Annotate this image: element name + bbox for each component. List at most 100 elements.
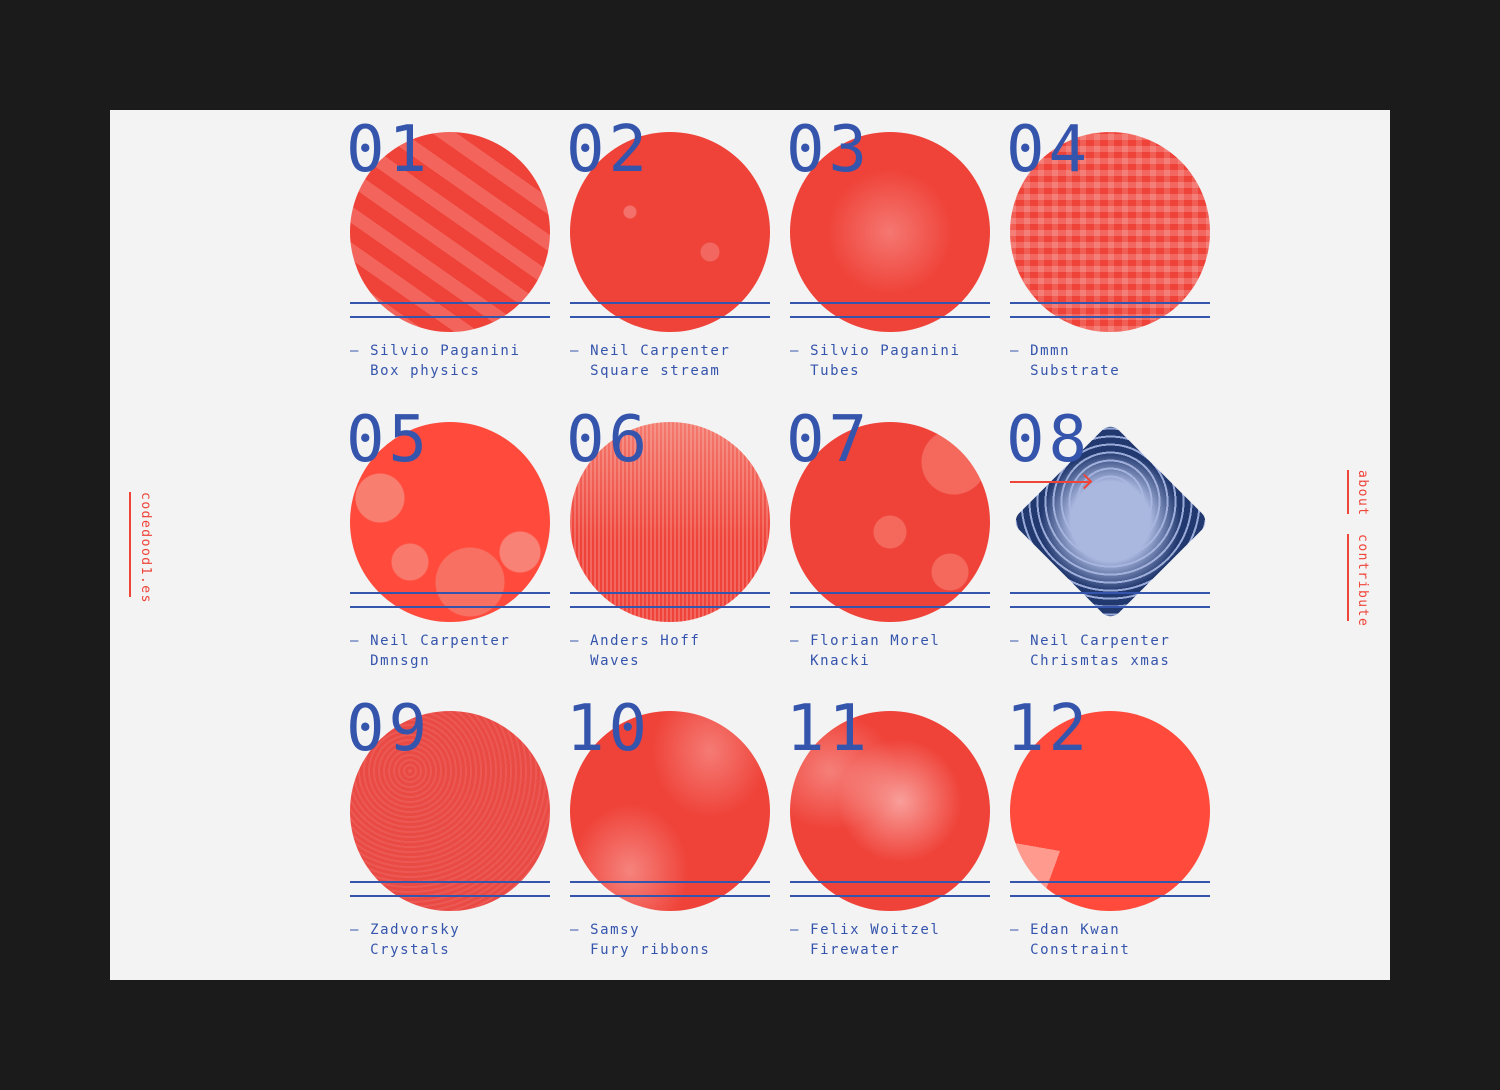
experiment-thumbnail [350,132,550,332]
experiment-card[interactable]: 10– Samsy Fury ribbons [566,697,770,967]
contribute-link[interactable]: contribute [1355,534,1370,628]
divider-line [350,881,550,883]
divider-line [350,316,550,318]
experiment-number: 07 [786,402,872,477]
divider-line [350,605,550,608]
experiment-number: 10 [566,692,652,766]
experiment-thumbnail [790,421,990,622]
experiment-meta: – Zadvorsky Crystals [350,922,461,958]
divider-line [790,605,990,608]
experiment-number: 01 [346,113,432,187]
divider-line [570,591,770,594]
experiment-author: Zadvorsky [370,922,461,938]
divider-line [1010,591,1210,594]
experiment-meta: – Silvio Paganini Tubes [790,343,961,379]
page: codedood1.es about contribute 01– Silvio… [110,110,1390,980]
experiment-meta: – Neil Carpenter Dmnsgn [350,632,511,669]
experiment-title: Firewater [810,942,901,958]
divider-line [350,591,550,594]
experiment-number: 11 [786,692,872,766]
contribute-divider [1347,534,1349,621]
experiment-meta: – Florian Morel Knacki [790,632,941,669]
experiment-meta: – Felix Woitzel Firewater [790,922,941,958]
divider-line [570,895,770,897]
experiment-author: Anders Hoff [590,632,701,649]
experiment-thumbnail [1010,711,1210,911]
experiment-author: Neil Carpenter [1030,632,1171,649]
experiment-title: Square stream [590,363,721,379]
divider-line [570,302,770,304]
experiment-card[interactable]: 06– Anders Hoff Waves [566,408,770,678]
experiment-title: Crystals [370,942,451,958]
experiment-card[interactable]: 12– Edan Kwan Constraint [1006,697,1210,967]
experiment-card[interactable]: 04– Dmmn Substrate [1006,118,1210,388]
about-link[interactable]: about [1355,470,1370,517]
experiment-card[interactable]: 11– Felix Woitzel Firewater [786,697,990,967]
experiment-title: Box physics [370,363,481,379]
experiment-meta: – Neil Carpenter Chrismtas xmas [1010,632,1171,669]
experiment-thumbnail [790,132,990,332]
experiment-author: Silvio Paganini [810,343,961,359]
experiment-card[interactable]: 03– Silvio Paganini Tubes [786,118,990,388]
experiment-author: Florian Morel [810,632,941,649]
experiment-number: 03 [786,113,872,187]
experiment-card[interactable]: 05– Neil Carpenter Dmnsgn [346,408,550,678]
experiment-author: Edan Kwan [1030,922,1121,938]
divider-line [350,895,550,897]
experiment-author: Samsy [590,922,641,938]
experiment-thumbnail [350,711,550,911]
experiment-number: 04 [1006,113,1092,187]
experiment-title: Fury ribbons [590,942,711,958]
experiment-card[interactable]: 01– Silvio Paganini Box physics [346,118,550,388]
experiment-card[interactable]: 09– Zadvorsky Crystals [346,697,550,967]
site-logo-link[interactable]: codedood1.es [138,492,153,604]
experiment-meta: – Dmmn Substrate [1010,343,1121,379]
experiment-author: Silvio Paganini [370,343,521,359]
experiment-number: 12 [1006,692,1092,766]
experiment-title: Tubes [810,363,861,379]
experiment-card[interactable]: 02– Neil Carpenter Square stream [566,118,770,388]
experiment-author: Dmmn [1030,343,1071,359]
divider-line [790,591,990,594]
experiment-number: 08 [1006,402,1092,477]
experiment-meta: – Neil Carpenter Square stream [570,343,731,379]
divider-line [1010,881,1210,883]
experiment-thumbnail [790,711,990,911]
experiment-author: Neil Carpenter [370,632,511,649]
experiment-title: Substrate [1030,363,1121,379]
experiment-title: Waves [590,652,641,669]
experiment-meta: – Anders Hoff Waves [570,632,701,669]
divider-line [570,316,770,318]
divider-line [790,302,990,304]
experiment-meta: – Samsy Fury ribbons [570,922,711,958]
about-divider [1347,470,1349,514]
divider-line [1010,895,1210,897]
divider-line [350,302,550,304]
experiment-card[interactable]: 07– Florian Morel Knacki [786,408,990,678]
experiment-author: Neil Carpenter [590,343,731,359]
experiment-number: 06 [566,402,652,477]
experiment-title: Knacki [810,652,871,669]
experiment-title: Dmnsgn [370,652,431,669]
experiment-thumbnail [350,421,550,622]
divider-line [1010,605,1210,608]
divider-line [790,895,990,897]
experiment-number: 02 [566,113,652,187]
divider-line [570,605,770,608]
experiment-title: Constraint [1030,942,1131,958]
divider-line [790,881,990,883]
divider-line [790,316,990,318]
experiment-card[interactable]: 08– Neil Carpenter Chrismtas xmas [1006,408,1210,678]
experiment-meta: – Edan Kwan Constraint [1010,922,1131,958]
logo-divider [129,492,131,597]
experiment-meta: – Silvio Paganini Box physics [350,343,521,379]
divider-line [1010,316,1210,318]
experiment-thumbnail [570,132,770,332]
divider-line [570,881,770,883]
experiment-author: Felix Woitzel [810,922,941,938]
experiment-number: 05 [346,402,432,477]
experiment-thumbnail [570,421,770,622]
arrow-right-icon [1010,480,1090,483]
experiment-number: 09 [346,692,432,766]
experiment-thumbnail [1010,132,1210,332]
